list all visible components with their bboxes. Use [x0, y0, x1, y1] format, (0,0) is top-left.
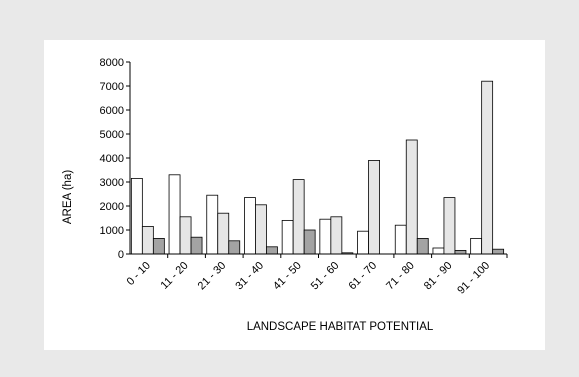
bar	[206, 194, 219, 255]
y-tick-label: 3000	[100, 177, 124, 189]
x-tick-label: 61 - 70	[346, 260, 379, 293]
x-tick-label: 51 - 60	[309, 260, 342, 293]
x-tick-label: 0 - 10	[125, 260, 153, 288]
x-tick-label: 41 - 50	[271, 260, 304, 293]
x-tick-label: 91 - 100	[455, 260, 492, 297]
x-axis-title: LANDSCAPE HABITAT POTENTIAL	[247, 321, 434, 333]
bar	[357, 230, 369, 255]
bar	[179, 216, 192, 255]
bar	[394, 224, 407, 255]
bar	[190, 236, 203, 255]
bar	[443, 197, 456, 255]
y-tick-label: 1000	[100, 225, 124, 237]
x-tick-label: 11 - 20	[159, 260, 191, 292]
bar	[168, 174, 181, 255]
bar-chart: 0 1000 2000 3000 4000 5000 6000 7000 8000 0 - 10…	[62, 57, 508, 333]
chart-frame: 0 1000 2000 3000 4000 5000 6000 7000 8000 0 - 10…	[44, 40, 545, 350]
bar	[281, 219, 294, 255]
bar	[217, 212, 230, 255]
bar	[319, 218, 332, 255]
bar	[141, 225, 154, 255]
y-tick-label: 2000	[100, 201, 124, 213]
bar	[492, 248, 505, 255]
bar	[432, 247, 445, 255]
bar	[292, 179, 305, 255]
y-tick-label: 0	[118, 249, 124, 261]
x-tick-label: 71 - 80	[384, 260, 417, 293]
y-axis-title: AREA (ha)	[62, 170, 74, 224]
bar	[481, 80, 494, 255]
bar	[152, 237, 165, 255]
x-tick-label: 31 - 40	[233, 260, 266, 293]
bar	[330, 216, 343, 255]
bar	[416, 237, 429, 255]
x-tick-label: 21 - 30	[196, 260, 229, 293]
x-tick-label: 81 - 90	[422, 260, 455, 293]
bar	[303, 229, 316, 255]
y-tick-label: 5000	[100, 129, 124, 141]
bar	[454, 249, 467, 255]
y-tick-label: 4000	[100, 153, 124, 165]
y-tick-label: 7000	[100, 81, 124, 93]
y-tick-label: 8000	[100, 57, 124, 69]
bar	[244, 197, 256, 255]
bar	[255, 204, 267, 255]
bar	[266, 246, 278, 255]
bar	[130, 177, 143, 255]
y-tick-label: 6000	[100, 105, 124, 117]
bar	[228, 240, 241, 255]
bar	[470, 237, 483, 255]
bar	[368, 160, 380, 255]
bar	[405, 139, 418, 255]
